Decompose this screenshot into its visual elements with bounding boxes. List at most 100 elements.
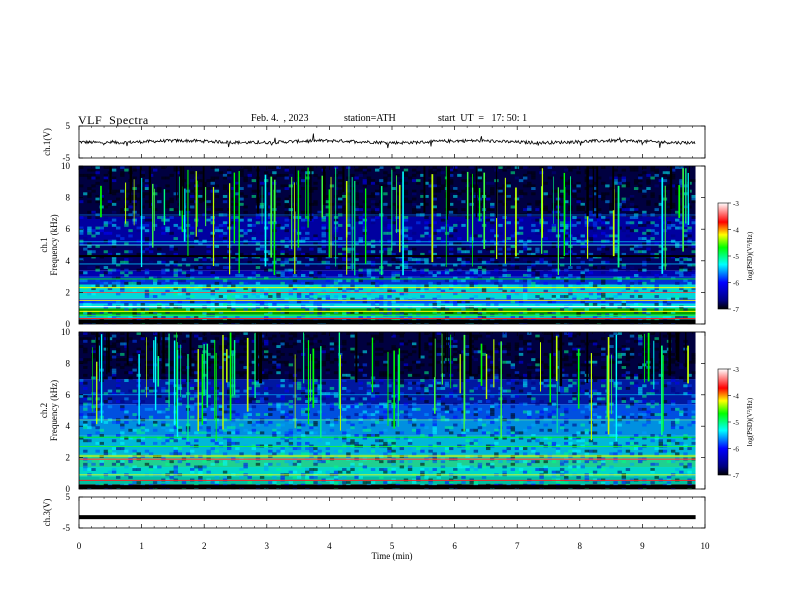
ch2-spectrogram-cell xyxy=(165,355,170,359)
ch1-spectrogram-cell xyxy=(457,316,462,320)
ch2-spectrogram-cell xyxy=(91,345,96,348)
ch1-spectrogram-cell xyxy=(592,234,598,238)
ch2-spectrogram-cell xyxy=(448,426,454,430)
ch1-spectrogram-cell xyxy=(321,250,326,254)
ch2-spectrogram-cell xyxy=(576,431,581,435)
ch1-spectrogram-cell xyxy=(251,239,257,243)
ch1-spectrogram-cell xyxy=(609,208,614,212)
ch2-spectrogram-cell xyxy=(305,345,310,348)
ch1-spectrogram-cell xyxy=(276,189,281,193)
ch1-spectrogram-cell xyxy=(638,295,643,298)
ch1-spectrogram-cell xyxy=(453,168,458,172)
ch1-spectrogram-cell xyxy=(251,252,257,256)
ch1-spectrogram-cell xyxy=(325,297,331,301)
ch1-spectrogram-cell xyxy=(646,239,651,243)
ch1-spectrogram-cell xyxy=(366,208,372,212)
ch1-spectrogram-cell xyxy=(580,250,585,254)
ch2-spectrogram-cell xyxy=(321,431,326,435)
ch1-spectrogram-cell xyxy=(235,181,240,185)
ch2-spectrogram-cell xyxy=(465,345,470,348)
ch2-spectrogram-cell xyxy=(506,447,511,451)
ch1-spectrogram-cell xyxy=(292,284,298,288)
ch1-spectrogram-cell xyxy=(362,300,368,304)
ch2-spectrogram-cell xyxy=(124,449,129,453)
ch1-spectrogram-cell xyxy=(658,179,664,183)
ch1-spectrogram-cell xyxy=(522,279,528,283)
ch2-spectrogram-cell xyxy=(527,413,532,417)
ch1-spectrogram-cell xyxy=(91,234,96,238)
ch1-spectrogram-cell xyxy=(416,287,421,291)
ch1-spectrogram-cell xyxy=(432,189,437,193)
ch1-spectrogram-cell xyxy=(107,310,113,314)
ch1-spectrogram-cell xyxy=(436,295,442,298)
ch2-spectrogram-cell xyxy=(292,334,298,338)
ch1-spectrogram-cell xyxy=(547,273,553,277)
ch1-spectrogram-cell xyxy=(346,287,351,291)
ch1-spectrogram-cell xyxy=(280,173,285,177)
ch1-spectrogram-cell xyxy=(424,268,429,272)
ch2-spectrogram-cell xyxy=(629,381,635,385)
ch2-spectrogram-cell xyxy=(444,384,450,388)
ch1-spectrogram-cell xyxy=(79,226,84,230)
ch2-spectrogram-cell xyxy=(551,337,557,341)
ch1-spectrogram-cell xyxy=(691,216,696,219)
ch2-spectrogram-cell xyxy=(461,394,466,398)
ch2-spectrogram-cell xyxy=(214,366,220,369)
ch1-spectrogram-cell xyxy=(576,310,581,314)
ch2-spectrogram-cell xyxy=(399,392,405,396)
ch2-spectrogram-cell xyxy=(448,381,454,385)
ch1-spectrogram-cell xyxy=(592,263,598,267)
ch1-spectrogram-cell xyxy=(239,197,244,201)
ch2-spectrogram-cell xyxy=(527,363,532,367)
ch1-spectrogram-cell xyxy=(161,271,166,275)
ch1-spectrogram-cell xyxy=(469,237,474,241)
ch1-spectrogram-cell xyxy=(206,179,211,183)
ch1-spectrogram-cell xyxy=(317,292,322,296)
ch1-spectrogram-cell xyxy=(243,289,248,293)
ch1-spectrogram-cell xyxy=(580,208,585,212)
ch1-spectrogram-cell xyxy=(646,179,651,183)
ch1-spectrogram-cell xyxy=(543,192,548,196)
ch1-spectrogram-cell xyxy=(124,302,129,306)
ch2-spectrogram-cell xyxy=(259,358,265,362)
ch2-spectrogram-cell xyxy=(687,400,692,403)
ch1-spectrogram-cell xyxy=(432,171,437,175)
ch1-spectrogram-cell xyxy=(588,302,594,306)
ch1-spectrogram-cell xyxy=(457,268,462,272)
ch2-spectrogram-cell xyxy=(231,431,236,435)
ch2-spectrogram-cell xyxy=(189,368,195,372)
ch2-spectrogram-cell xyxy=(103,420,109,424)
ch1-spectrogram-cell xyxy=(169,245,174,248)
ch1-spectrogram-cell xyxy=(629,276,635,280)
ch2-spectrogram-cell xyxy=(165,347,170,351)
ch2-spectrogram-cell xyxy=(448,345,454,348)
ch2-spectrogram-cell xyxy=(284,434,289,437)
ch1-spectrogram-cell xyxy=(514,176,520,180)
ch2-spectrogram-cell xyxy=(416,431,421,435)
ch2-spectrogram-cell xyxy=(670,420,676,424)
ch1-spectrogram-cell xyxy=(263,287,269,291)
ch1-spectrogram-cell xyxy=(477,273,483,277)
ch1-spectrogram-cell xyxy=(337,279,343,283)
ch1-spectrogram-cell xyxy=(325,308,331,312)
ch1-spectrogram-cell xyxy=(366,260,372,264)
ch2-spectrogram-cell xyxy=(473,413,479,417)
ch1-spectrogram-cell xyxy=(642,210,647,214)
ch2-spectrogram-cell xyxy=(601,350,606,354)
ch2-spectrogram-cell xyxy=(317,339,322,343)
ch1-spectrogram-cell xyxy=(296,247,302,251)
ch1-spectrogram-cell xyxy=(617,258,622,262)
ch1-spectrogram-cell xyxy=(518,226,524,230)
ch2-spectrogram-cell xyxy=(313,452,318,456)
ch1-spectrogram-cell xyxy=(288,268,294,272)
ch1-spectrogram-cell xyxy=(465,260,470,264)
ch2-spectrogram-cell xyxy=(173,439,178,443)
ch1-spectrogram-cell xyxy=(189,308,195,312)
ch1-spectrogram-cell xyxy=(374,284,380,288)
ch2-spectrogram-cell xyxy=(79,345,84,348)
ch1-spectrogram-cell xyxy=(362,171,368,175)
ch1-spectrogram-cell xyxy=(87,210,92,214)
ch1-spectrogram-cell xyxy=(403,229,409,233)
ch1-spectrogram-cell xyxy=(317,308,322,312)
ch2-spectrogram-cell xyxy=(115,386,121,390)
